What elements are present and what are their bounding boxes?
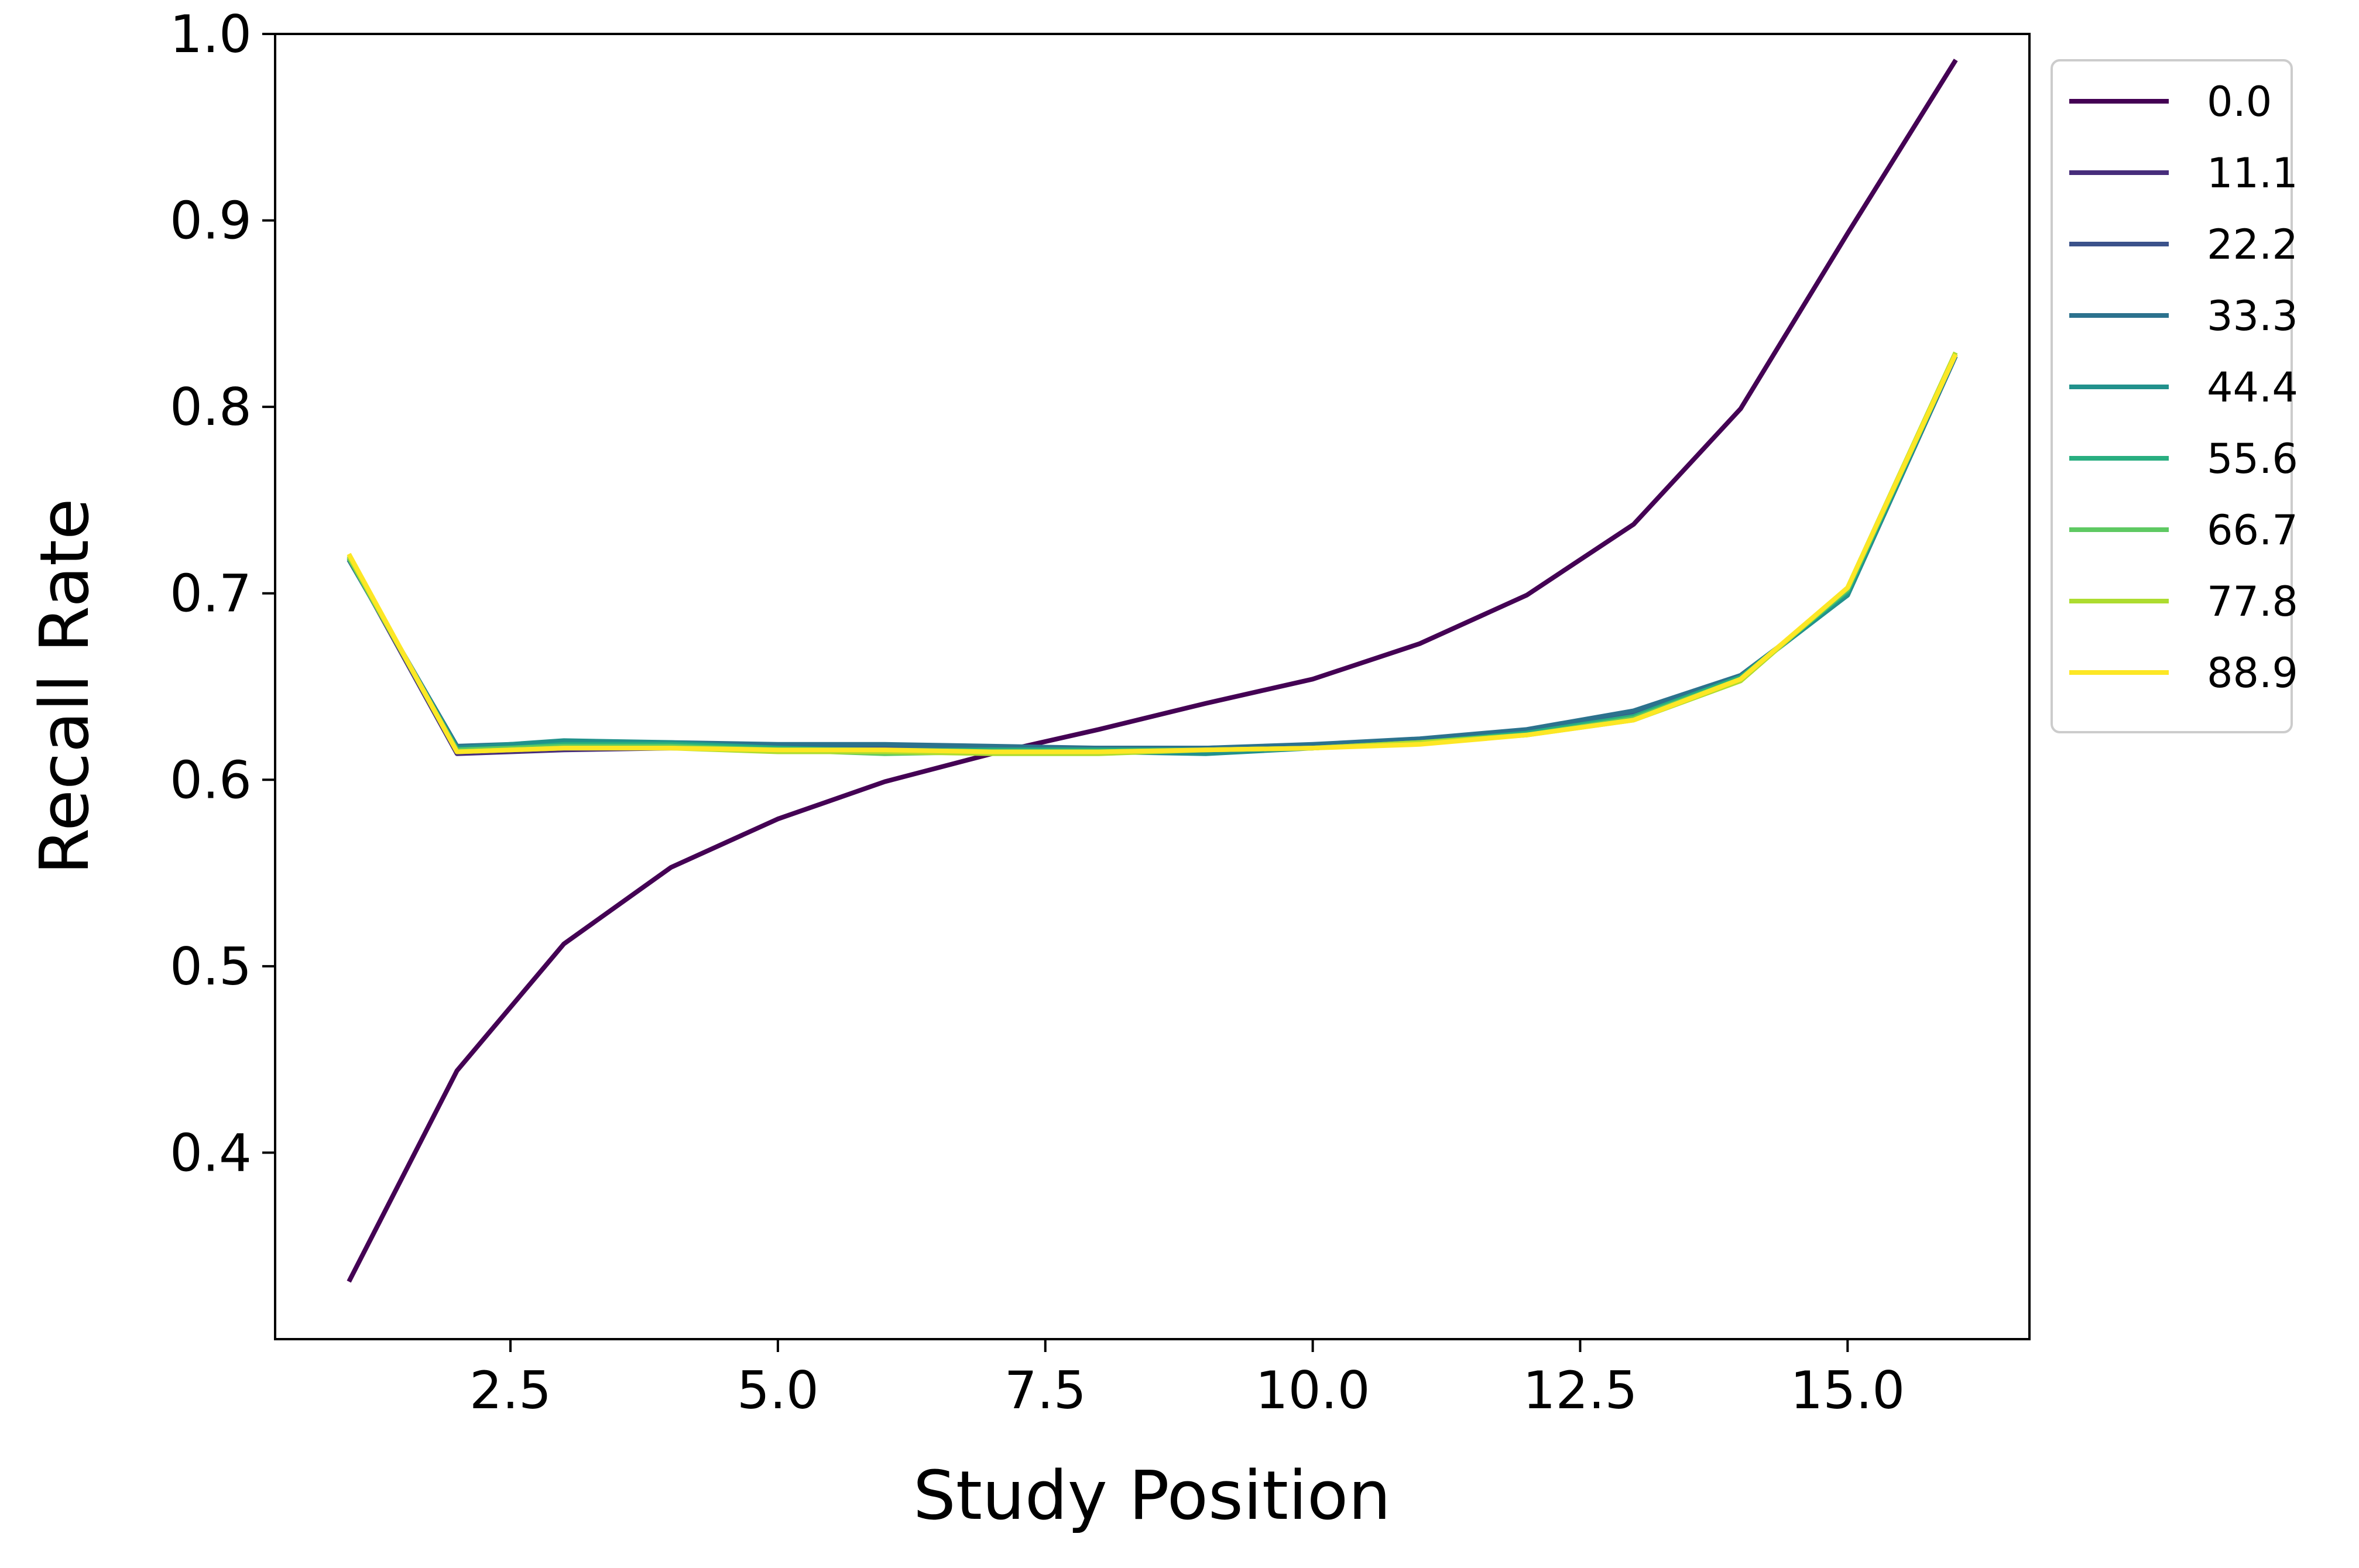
y-tick-label: 0.5 bbox=[170, 936, 252, 997]
plot-frame bbox=[274, 33, 2031, 1340]
legend-label: 55.6 bbox=[2207, 435, 2298, 483]
y-axis: 0.4 0.5 0.6 0.7 0.8 0.9 1.0 bbox=[170, 4, 275, 1183]
x-tick-label: 7.5 bbox=[1004, 1360, 1086, 1421]
x-tick-label: 10.0 bbox=[1256, 1360, 1370, 1421]
y-tick-label: 0.9 bbox=[170, 191, 252, 251]
y-axis-title: Recall Rate bbox=[26, 498, 104, 874]
x-tick-label: 5.0 bbox=[737, 1360, 819, 1421]
x-axis-title: Study Position bbox=[913, 1457, 1391, 1535]
y-tick-label: 0.8 bbox=[170, 377, 252, 437]
legend-label: 66.7 bbox=[2207, 506, 2298, 554]
series-line-0-0 bbox=[347, 59, 1958, 1283]
x-tick-label: 15.0 bbox=[1790, 1360, 1905, 1421]
y-tick-label: 0.4 bbox=[170, 1123, 252, 1183]
legend-label: 88.9 bbox=[2207, 649, 2298, 697]
legend-box bbox=[2051, 59, 2293, 733]
legend-label: 0.0 bbox=[2207, 78, 2272, 126]
series-line-88-9 bbox=[347, 353, 1958, 754]
legend-label: 22.2 bbox=[2207, 221, 2298, 269]
y-tick-label: 1.0 bbox=[170, 4, 252, 64]
legend-label: 44.4 bbox=[2207, 363, 2298, 411]
x-axis: 2.5 5.0 7.5 10.0 12.5 15.0 bbox=[469, 1339, 1905, 1421]
x-tick-label: 2.5 bbox=[469, 1360, 551, 1421]
y-tick-label: 0.6 bbox=[170, 750, 252, 810]
legend-label: 11.1 bbox=[2207, 149, 2298, 197]
x-tick-label: 12.5 bbox=[1523, 1360, 1638, 1421]
series-layer bbox=[347, 59, 1958, 1283]
legend-label: 33.3 bbox=[2207, 292, 2298, 340]
legend-label: 77.8 bbox=[2207, 578, 2298, 626]
legend: 0.0 11.1 22.2 33.3 44.4 55.6 66.7 77.8 88.9 bbox=[2051, 59, 2298, 733]
y-tick-label: 0.7 bbox=[170, 564, 252, 624]
